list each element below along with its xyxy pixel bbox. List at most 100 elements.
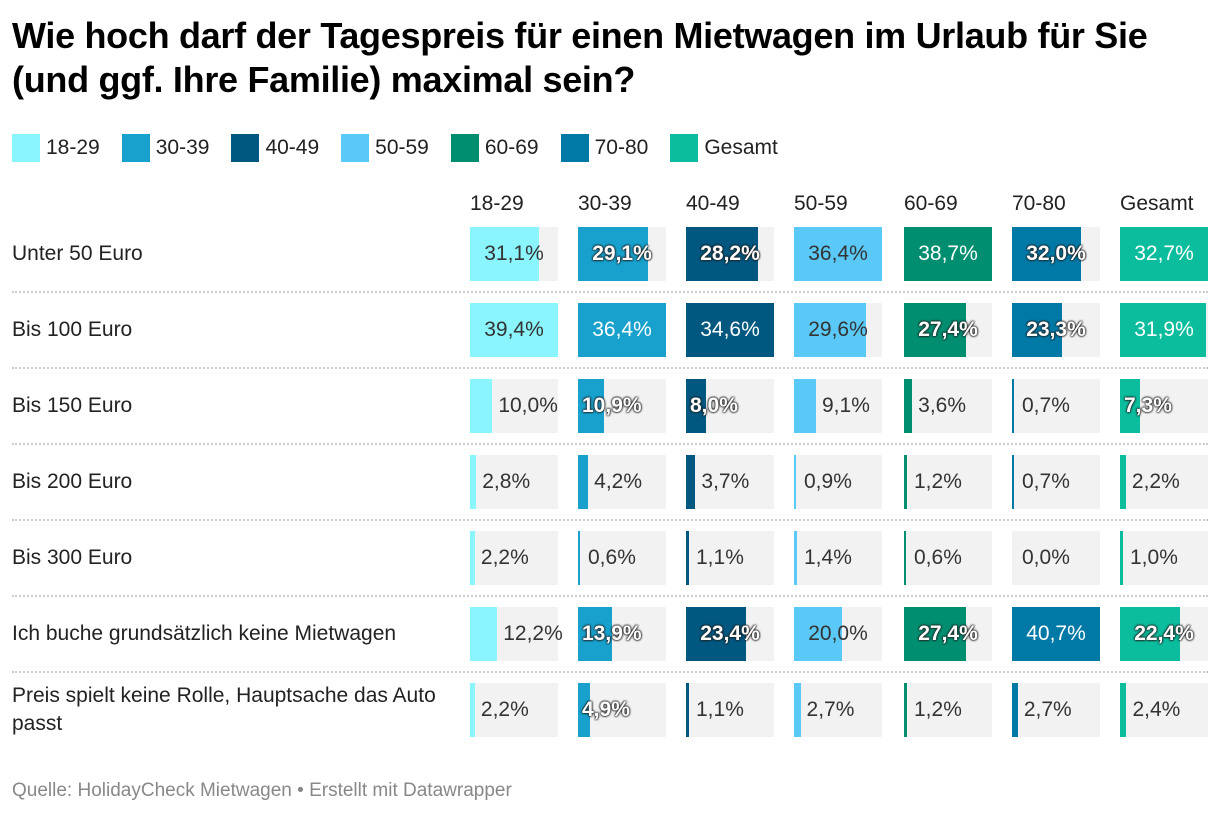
legend-swatch — [341, 134, 370, 162]
bar-cell: 36,4% — [578, 303, 666, 357]
bar-cell: 23,4% — [686, 607, 774, 661]
bar — [1012, 683, 1018, 737]
value-label: 0,6% — [914, 546, 962, 569]
bar-cell: 20,0% — [794, 607, 882, 661]
value-label: 32,7% — [1134, 242, 1194, 265]
legend-label: 18-29 — [46, 136, 100, 159]
legend-label: 50-59 — [375, 136, 429, 159]
bar-cell: 31,1% — [470, 227, 558, 281]
value-label: 8,0% — [690, 394, 738, 417]
column-header: Gesamt — [1120, 192, 1194, 215]
legend-swatch — [231, 134, 260, 162]
bar — [470, 531, 475, 585]
value-label: 39,4% — [484, 318, 544, 341]
legend-item: 40-49 — [231, 134, 319, 162]
bar — [1012, 303, 1063, 357]
row-separator — [12, 519, 1208, 521]
value-label: 10,0% — [498, 394, 558, 417]
legend-item: 70-80 — [560, 134, 649, 162]
value-label: 2,2% — [480, 698, 529, 721]
value-label: 2,7% — [1023, 698, 1072, 721]
bar — [578, 303, 666, 357]
legend-swatch — [670, 134, 699, 162]
bar — [470, 227, 540, 281]
value-label: 0,6% — [588, 546, 636, 569]
bar-cell: 9,1% — [794, 379, 882, 433]
bar — [904, 455, 907, 509]
legend-label: 70-80 — [594, 136, 649, 159]
bar — [470, 607, 498, 661]
bar-cell: 27,4% — [904, 607, 992, 661]
value-label: 40,7% — [1026, 622, 1086, 645]
bar-cell: 2,2% — [470, 531, 558, 585]
value-label: 1,2% — [914, 698, 962, 721]
bar — [1120, 683, 1127, 737]
bar-cell: 29,1% — [578, 227, 666, 281]
bar-cell: 1,1% — [686, 683, 774, 737]
bar-cell: 23,3% — [1012, 303, 1100, 357]
value-label: 36,4% — [808, 242, 868, 265]
bar — [686, 531, 689, 585]
row-separator — [12, 367, 1208, 369]
bar — [686, 379, 707, 433]
bar — [686, 227, 758, 281]
bar — [686, 455, 696, 509]
bar — [470, 683, 475, 737]
bar-cell: 2,8% — [470, 455, 558, 509]
bar-cell: 27,4% — [904, 303, 992, 357]
bar-cell: 40,7% — [1012, 607, 1100, 661]
value-label: 27,4% — [918, 622, 978, 645]
legend-label: Gesamt — [704, 136, 778, 159]
value-label: 12,2% — [503, 622, 563, 645]
value-label: 31,9% — [1134, 318, 1194, 341]
bar — [1120, 531, 1123, 585]
value-label: 1,4% — [804, 546, 852, 569]
value-label: 22,4% — [1134, 622, 1194, 645]
value-label: 23,3% — [1026, 318, 1086, 341]
bar — [470, 455, 477, 509]
bar — [794, 379, 816, 433]
bar — [904, 683, 907, 737]
bar — [470, 379, 493, 433]
legend-swatch — [450, 134, 479, 162]
bar — [794, 455, 797, 509]
bar-cell: 34,6% — [686, 303, 774, 357]
legend-label: 60-69 — [484, 136, 539, 159]
row-separator — [12, 291, 1208, 293]
value-label: 23,4% — [700, 622, 760, 645]
bar-cell: 4,9% — [578, 683, 666, 737]
bar-cell: 7,3% — [1120, 379, 1208, 433]
row-label: Unter 50 Euro — [12, 242, 143, 265]
legend-item: 30-39 — [121, 134, 210, 162]
bar-cell: 0,0% — [1012, 531, 1100, 585]
bar — [1120, 227, 1208, 281]
row-separator — [12, 595, 1208, 597]
bar-cell: 4,2% — [578, 455, 666, 509]
value-label: 9,1% — [822, 394, 870, 417]
value-label: 1,1% — [696, 546, 744, 569]
bar — [1120, 607, 1181, 661]
value-label: 3,7% — [701, 470, 750, 493]
bar-cell: 2,2% — [1120, 455, 1208, 509]
legend-item: 18-29 — [12, 134, 100, 162]
value-label: 27,4% — [918, 318, 978, 341]
row-separator — [12, 443, 1208, 445]
bar — [578, 531, 580, 585]
column-header: 18-29 — [470, 192, 524, 215]
legend: 18-29 30-39 40-49 50-59 60-69 70-80 Gesamt — [12, 134, 800, 162]
legend-swatch — [121, 134, 150, 162]
row-label: Preis spielt keine Rolle, Hauptsache das… — [12, 684, 436, 735]
value-label: 2,2% — [1131, 470, 1180, 493]
bar — [794, 607, 843, 661]
bar-cell: 2,4% — [1120, 683, 1208, 737]
bar — [578, 683, 590, 737]
value-label: 2,7% — [806, 698, 855, 721]
bar — [794, 227, 882, 281]
bar — [686, 683, 689, 737]
legend-label: 30-39 — [155, 136, 210, 159]
bar-cell: 32,7% — [1120, 227, 1208, 281]
value-label: 36,4% — [592, 318, 652, 341]
value-label: 3,6% — [918, 394, 967, 417]
value-label: 1,2% — [914, 470, 962, 493]
